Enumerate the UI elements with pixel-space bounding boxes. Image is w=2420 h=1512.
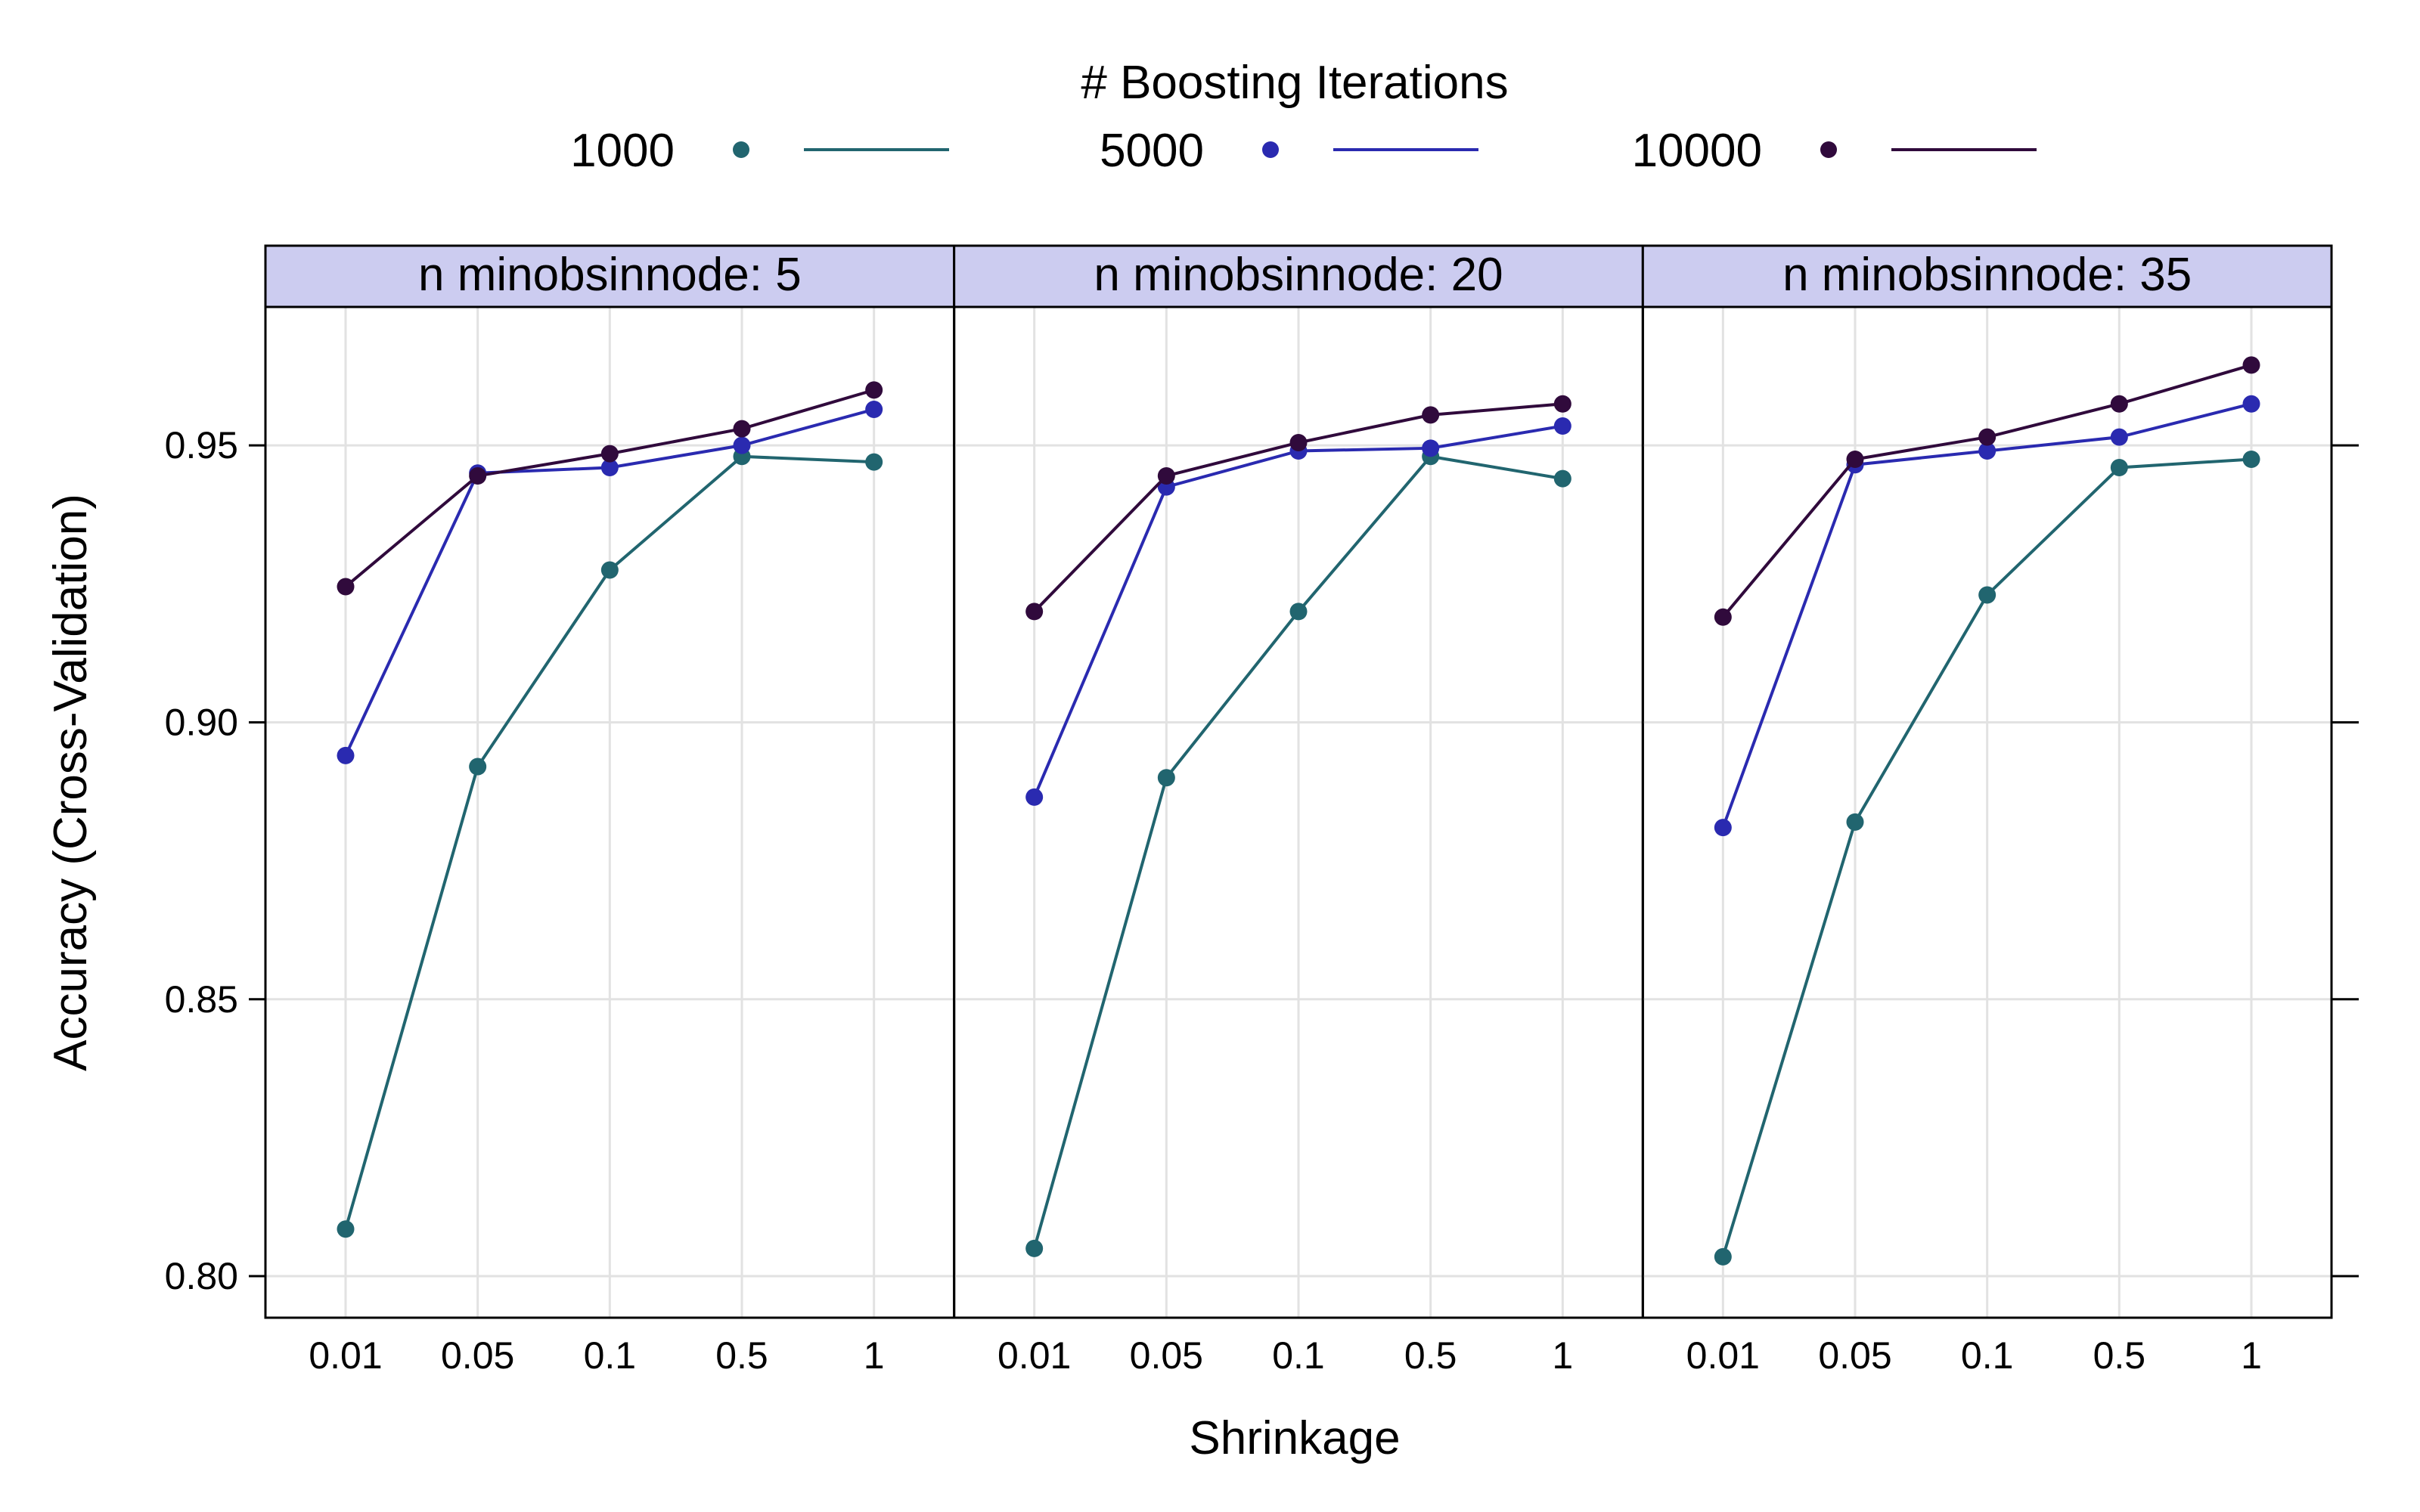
panel-3: n minobsinnode: 35 0.01 0.05 0.1 0.5 1 bbox=[1641, 244, 2333, 1377]
data-point bbox=[865, 381, 883, 399]
x-tick-label: 0.1 bbox=[584, 1334, 637, 1377]
panel-title: n minobsinnode: 5 bbox=[418, 249, 802, 301]
legend-title: # Boosting Iterations bbox=[1081, 57, 1508, 109]
data-point bbox=[337, 578, 355, 596]
data-point bbox=[1846, 813, 1864, 831]
data-point bbox=[469, 758, 487, 776]
y-tick-label: 0.80 bbox=[165, 1255, 238, 1297]
data-point bbox=[1553, 469, 1571, 488]
data-point bbox=[733, 436, 751, 454]
data-point bbox=[2242, 356, 2260, 374]
x-tick-label: 1 bbox=[1552, 1334, 1573, 1377]
data-point bbox=[1289, 603, 1308, 621]
x-tick-label: 0.01 bbox=[1686, 1334, 1760, 1377]
data-point bbox=[1553, 395, 1571, 413]
data-point bbox=[1714, 1247, 1732, 1266]
panel-2: n minobsinnode: 20 0.01 0.05 0.1 0.5 1 bbox=[953, 244, 1644, 1377]
panel-1: n minobsinnode: 5 0.01 0.05 0.1 0.5 1 bbox=[264, 244, 956, 1377]
x-tick-label: 0.05 bbox=[1130, 1334, 1203, 1377]
data-point bbox=[1025, 788, 1044, 806]
panel-strip bbox=[264, 244, 956, 308]
panel-frame bbox=[1641, 305, 2333, 1319]
legend-label: 1000 bbox=[570, 125, 675, 177]
panel-title: n minobsinnode: 35 bbox=[1782, 249, 2192, 301]
y-tick-label: 0.85 bbox=[165, 978, 238, 1021]
data-point bbox=[1846, 450, 1864, 468]
legend-item-10000: 10000 bbox=[1632, 125, 2037, 177]
x-tick-label: 0.5 bbox=[1404, 1334, 1457, 1377]
x-axis-label: Shrinkage bbox=[1189, 1412, 1400, 1464]
data-point bbox=[1422, 406, 1440, 424]
legend-label: 10000 bbox=[1632, 125, 1762, 177]
data-point bbox=[733, 420, 751, 438]
y-tick-label: 0.90 bbox=[165, 701, 238, 743]
x-tick-label: 0.05 bbox=[441, 1334, 514, 1377]
data-point bbox=[1714, 819, 1732, 837]
x-tick-label: 0.05 bbox=[1818, 1334, 1891, 1377]
x-tick-label: 0.5 bbox=[715, 1334, 768, 1377]
x-tick-label: 1 bbox=[2241, 1334, 2262, 1377]
data-point bbox=[2110, 395, 2128, 413]
data-point bbox=[1289, 433, 1308, 451]
x-tick-label: 0.5 bbox=[2093, 1334, 2146, 1377]
data-point bbox=[469, 466, 487, 485]
legend-point-marker bbox=[733, 141, 749, 158]
data-point bbox=[865, 453, 883, 471]
data-point bbox=[2242, 395, 2260, 413]
data-point bbox=[1978, 428, 1996, 446]
data-point bbox=[1025, 603, 1044, 621]
data-point bbox=[1978, 442, 1996, 460]
legend-point-marker bbox=[1820, 141, 1837, 158]
data-point bbox=[1714, 608, 1732, 626]
y-tick-label: 0.95 bbox=[165, 424, 238, 466]
data-point bbox=[600, 561, 619, 579]
data-point bbox=[2110, 428, 2128, 446]
data-point bbox=[1025, 1239, 1044, 1257]
panel-title: n minobsinnode: 20 bbox=[1094, 249, 1503, 301]
x-tick-label: 1 bbox=[864, 1334, 885, 1377]
data-point bbox=[1157, 466, 1175, 485]
data-point bbox=[337, 746, 355, 764]
y-axis-label: Accuracy (Cross-Validation) bbox=[45, 494, 97, 1071]
data-point bbox=[1422, 439, 1440, 457]
data-point bbox=[865, 401, 883, 419]
legend-label: 5000 bbox=[1100, 125, 1204, 177]
data-point bbox=[337, 1220, 355, 1238]
data-point bbox=[600, 458, 619, 476]
legend-item-1000: 1000 bbox=[570, 125, 949, 177]
panel-strip bbox=[1641, 244, 2333, 308]
x-tick-label: 0.1 bbox=[1961, 1334, 2014, 1377]
data-point bbox=[1553, 417, 1571, 435]
data-point bbox=[1978, 586, 1996, 604]
legend-point-marker bbox=[1262, 141, 1279, 158]
data-point bbox=[2110, 458, 2128, 476]
data-point bbox=[2242, 450, 2260, 468]
x-tick-label: 0.1 bbox=[1272, 1334, 1325, 1377]
data-point bbox=[600, 445, 619, 463]
x-tick-label: 0.01 bbox=[997, 1334, 1071, 1377]
x-tick-label: 0.01 bbox=[309, 1334, 382, 1377]
legend-item-5000: 5000 bbox=[1100, 125, 1478, 177]
data-point bbox=[1157, 769, 1175, 787]
